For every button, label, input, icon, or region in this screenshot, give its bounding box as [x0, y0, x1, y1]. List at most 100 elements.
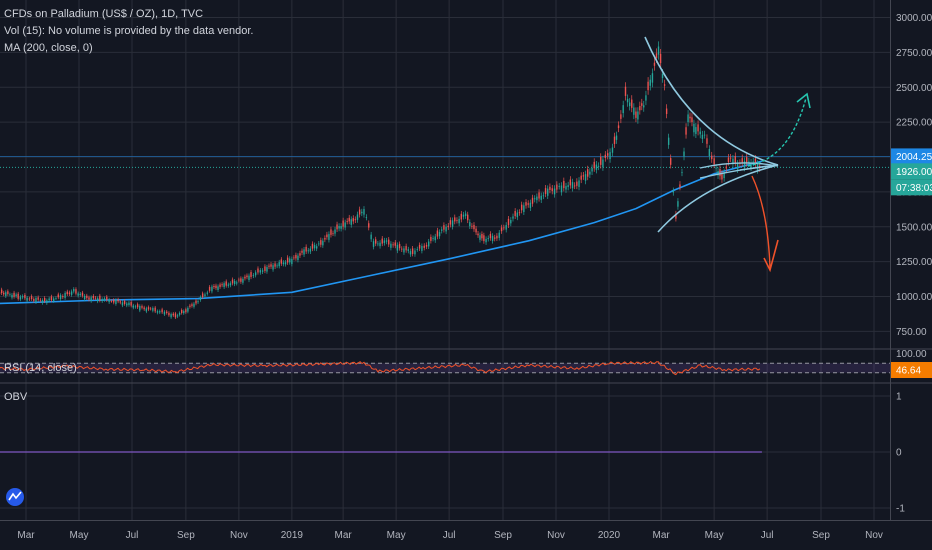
- candle-body: [57, 294, 59, 298]
- candle-body: [649, 79, 651, 86]
- candle-body: [460, 213, 462, 220]
- candle-body: [407, 249, 409, 251]
- candle-body: [558, 186, 560, 188]
- candle-body: [305, 246, 307, 252]
- rsi-value-badge-bg: [891, 362, 932, 378]
- candle-body: [289, 258, 291, 263]
- logo-icon-mark: [8, 491, 22, 501]
- candle-body: [143, 307, 145, 310]
- candle-body: [264, 266, 266, 271]
- candle-body: [272, 265, 274, 270]
- candle-body: [556, 184, 558, 190]
- candle-body: [252, 275, 255, 276]
- candle-body: [510, 219, 512, 224]
- candle-body: [291, 258, 293, 265]
- y-tick-label-6: 1500.00: [896, 222, 932, 233]
- candle-body: [659, 53, 662, 63]
- candle-body: [66, 291, 68, 295]
- candle-body: [597, 165, 600, 167]
- candle-body: [13, 292, 15, 297]
- candle-body: [503, 227, 505, 229]
- candle-body: [320, 240, 322, 245]
- candle-body: [113, 299, 115, 303]
- candle-body: [79, 293, 82, 295]
- candle-body: [170, 314, 172, 318]
- obv-tick-label-2: -1: [896, 504, 905, 515]
- candle-body: [94, 297, 97, 299]
- candle-body: [381, 238, 383, 244]
- candle-body: [578, 180, 580, 187]
- candle-body: [516, 212, 519, 218]
- candle-body: [315, 246, 318, 249]
- candle-body: [180, 309, 183, 313]
- candle-body: [307, 250, 309, 252]
- candle-body: [215, 285, 217, 289]
- candle-body: [159, 311, 161, 313]
- x-tick-label-12: Mar: [653, 530, 671, 541]
- candle-body: [77, 293, 79, 296]
- candle-body: [754, 158, 757, 165]
- candle-body: [445, 226, 447, 232]
- candle-body: [520, 204, 523, 211]
- candle-body: [73, 289, 75, 292]
- candle-body: [117, 299, 119, 302]
- candle-body: [363, 209, 365, 215]
- pattern-apex-line: [739, 164, 779, 171]
- candle-body: [350, 219, 352, 225]
- candle-body: [600, 156, 602, 165]
- candle-body: [551, 188, 553, 192]
- candle-body: [276, 265, 278, 267]
- x-tick-label-16: Nov: [865, 530, 883, 541]
- candle-body: [106, 296, 108, 301]
- candle-body: [685, 127, 687, 135]
- bullish-arrow-line: [747, 97, 807, 167]
- candle-body: [667, 137, 670, 145]
- candle-body: [729, 157, 732, 159]
- candle-body: [326, 234, 328, 238]
- candle-body: [178, 312, 181, 315]
- price-series: [0, 41, 761, 320]
- x-tick-label-11: 2020: [598, 530, 621, 541]
- candle-body: [611, 147, 614, 153]
- candle-body: [547, 188, 549, 196]
- candle-body: [489, 233, 492, 239]
- candle-body: [665, 108, 668, 114]
- candle-body: [340, 225, 342, 229]
- candle-body: [372, 241, 375, 247]
- candle-body: [128, 302, 130, 306]
- candle-body: [282, 262, 285, 265]
- candle-body: [487, 238, 489, 239]
- candle-body: [88, 297, 90, 300]
- candle-body: [156, 311, 159, 313]
- candle-body: [139, 305, 141, 311]
- candle-body: [39, 299, 42, 301]
- candle-body: [191, 304, 193, 306]
- candle-body: [719, 168, 721, 177]
- candle-body: [622, 105, 624, 114]
- candle-body: [59, 295, 62, 300]
- candle-body: [695, 127, 697, 134]
- candle-body: [356, 214, 359, 220]
- candle-body: [90, 297, 92, 302]
- candle-body: [683, 151, 685, 157]
- candle-body: [414, 250, 416, 255]
- candle-body: [338, 226, 340, 229]
- candle-body: [441, 229, 443, 231]
- candle-body: [669, 158, 672, 165]
- candle-body: [101, 299, 103, 302]
- candle-body: [525, 202, 527, 206]
- candle-body: [549, 186, 551, 191]
- candle-body: [743, 161, 746, 168]
- price-line-badge: 2004.25: [896, 152, 932, 163]
- rsi-tick-top: 100.00: [896, 349, 927, 360]
- candle-body: [299, 253, 301, 256]
- candle-body: [651, 73, 654, 83]
- candle-body: [227, 284, 230, 286]
- candle-body: [383, 240, 386, 244]
- candle-body: [398, 243, 401, 249]
- candle-body: [713, 158, 715, 165]
- candle-body: [330, 229, 332, 235]
- candle-body: [392, 244, 394, 246]
- candle-body: [469, 222, 471, 227]
